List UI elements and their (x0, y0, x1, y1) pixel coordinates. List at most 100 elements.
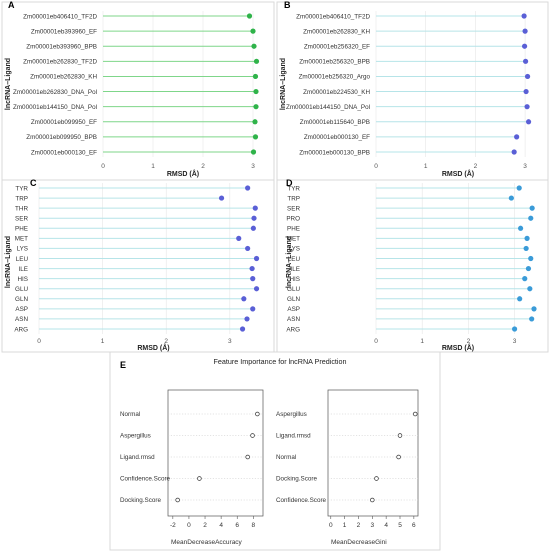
panel-a-category-label: Zm00001eb262830_KH (30, 74, 97, 81)
panel-c-point (253, 255, 260, 262)
panel-d-point (529, 205, 535, 211)
panel-c-point (218, 195, 225, 201)
panel-d-point (531, 306, 537, 312)
panel-b-point (524, 104, 530, 110)
panel-b-x-tick: 0 (374, 163, 378, 170)
panel-e-gini-point (374, 476, 379, 481)
panel-a-category-label: Zm00001eb144150_DNA_Pol (13, 104, 97, 111)
panel-e-accuracy-category-label: Normal (120, 411, 140, 418)
panel-a-category-label: Zm00001eb099950_EF (31, 119, 97, 126)
panel-e-gini-point (397, 433, 403, 438)
panel-c-category-label: ARG (14, 326, 28, 333)
panel-d-x-tick: 2 (467, 338, 471, 345)
panel-d-category-label: LEU (288, 256, 301, 263)
panel-d-category-label: PRO (286, 216, 300, 223)
panel-b-category-label: Zm00001eb000130_EF (304, 134, 370, 141)
panel-b-point (522, 28, 528, 34)
panel-c-category-label: LYS (17, 246, 28, 253)
panel-b-category-label: Zm00001eb256320_BPB (299, 59, 370, 66)
panel-e-accuracy-category-label: Aspergillus (120, 433, 151, 440)
panel-b-point (523, 88, 529, 95)
panel-c-category-label: GLN (15, 296, 28, 303)
panel-a-point (250, 149, 257, 155)
panel-d-category-label: GLN (287, 296, 300, 303)
panel-d-point (508, 195, 514, 201)
panel-e-accuracy-x-tick: 6 (235, 522, 239, 529)
panel-c-point (250, 306, 256, 312)
panel-c-x-tick: 0 (37, 338, 41, 345)
panel-e-gini-x-tick: 2 (357, 522, 361, 529)
panel-a-point (246, 13, 253, 19)
panel-c-category-label: GLU (15, 286, 28, 293)
panel-e-gini-x-axis-label: MeanDecreaseGini (331, 539, 387, 546)
panel-c-point (245, 185, 251, 191)
panel-d-x-tick: 0 (374, 338, 378, 345)
panel-b-category-label: Zm00001eb262830_KH (303, 28, 370, 35)
panel-c-letter: C (30, 178, 37, 188)
panel-e-gini-point (396, 454, 401, 460)
panel-e-title: Feature Importance for lncRNA Prediction (213, 357, 346, 366)
panel-e-gini-x-tick: 4 (384, 522, 388, 529)
panel-d-category-label: ASN (287, 316, 300, 323)
panel-e-accuracy-category-label: Confidence.Score (120, 476, 171, 483)
panel-a-category-label: Zm00001eb393960_EF (31, 28, 97, 35)
panel-a-point (251, 43, 257, 49)
panel-b-category-label: Zm00001eb000130_BPB (299, 149, 370, 156)
panel-d-category-label: ARG (286, 326, 300, 333)
panel-c-point (249, 265, 255, 272)
panel-e-accuracy-point (250, 433, 255, 438)
panel-c-category-label: TYR (15, 185, 28, 192)
panel-e-accuracy-point (197, 476, 202, 481)
panel-e-accuracy-x-tick: 2 (203, 522, 207, 529)
panel-d-x-axis-label: RMSD (Å) (442, 343, 474, 352)
panel-b-category-label: Zm00001eb224530_KH (303, 89, 370, 96)
panel-c-category-label: ASP (15, 306, 28, 313)
panel-e-gini-category-label: Confidence.Score (276, 497, 327, 504)
panel-a-point (252, 73, 259, 80)
panel-c-category-label: SER (15, 216, 28, 223)
panel-a-category-label: Zm00001eb262830_TF2D (23, 59, 97, 66)
panel-b-x-tick: 3 (523, 163, 527, 170)
panel-a-letter: A (8, 0, 15, 10)
panel-c-point (245, 245, 251, 252)
panel-c-category-label: THR (15, 205, 28, 212)
panel-e-accuracy-x-tick: -2 (170, 522, 176, 529)
panel-e-accuracy-point (175, 497, 180, 503)
panel-b-x-tick: 2 (474, 163, 478, 170)
panel-a-point (252, 119, 258, 125)
panel-a-y-axis-label: lncRNA–Ligand (5, 58, 12, 110)
panel-d-category-label: PHE (287, 226, 300, 233)
panel-e-accuracy-category-label: Docking.Score (120, 497, 161, 504)
panel-c-point (252, 205, 258, 211)
panel-e-accuracy-box (167, 389, 264, 517)
panel-c-point (251, 215, 257, 221)
panel-d-category-label: ASP (287, 306, 300, 313)
panel-e-frame (109, 351, 441, 551)
panel-a-x-axis-label: RMSD (Å) (167, 169, 199, 178)
panel-d-category-label: HIS (290, 276, 301, 283)
panel-a-point (253, 88, 259, 95)
panel-e-accuracy-point (245, 454, 250, 460)
panel-d-point (511, 326, 518, 332)
panel-a-x-tick: 0 (101, 163, 105, 170)
panel-a-category-label: Zm00001eb000130_EF (31, 149, 97, 156)
panel-d-point (525, 265, 532, 272)
panel-c-category-label: MET (15, 236, 28, 243)
panel-d-category-label: LYS (289, 246, 300, 253)
panel-c-point (244, 316, 250, 322)
panel-c-category-label: ASN (15, 316, 28, 323)
panel-e-gini-x-tick: 3 (370, 522, 374, 529)
panel-e-accuracy-category-label: Ligand.rmsd (120, 454, 155, 461)
panel-c-category-label: TRP (15, 195, 28, 202)
panel-a-point (253, 104, 259, 110)
panel-c-category-label: HIS (18, 276, 29, 283)
panel-c-frame (1, 179, 275, 353)
panel-e-accuracy-point (255, 411, 260, 417)
panel-e-letter: E (120, 360, 126, 370)
panel-d-point (529, 316, 535, 322)
panel-d-frame (276, 179, 549, 353)
panel-d-x-tick: 3 (513, 338, 517, 345)
panel-a-x-tick: 1 (151, 163, 155, 170)
panel-b-point (521, 43, 528, 49)
panel-b-point (524, 73, 531, 80)
